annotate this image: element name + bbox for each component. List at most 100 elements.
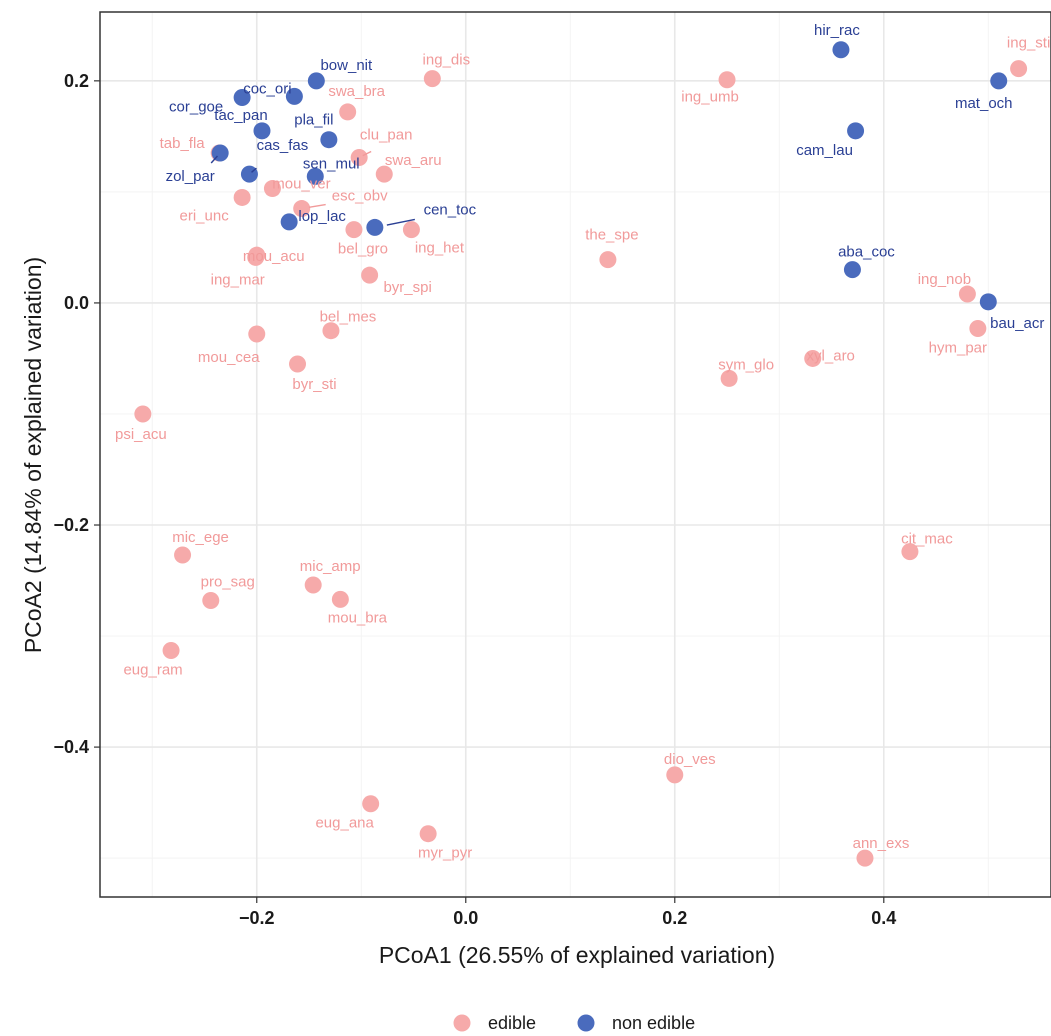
point-label: cor_goe [169, 99, 223, 116]
point-label: coc_ori [243, 80, 291, 97]
point-label: swa_aru [385, 152, 442, 169]
point-label: myr_pyr [418, 845, 472, 862]
data-point [350, 148, 368, 166]
point-label: psi_acu [115, 426, 167, 443]
data-point [375, 165, 393, 183]
legend: edible non edible [453, 1013, 695, 1033]
data-point [307, 72, 325, 90]
data-point [990, 72, 1008, 90]
data-point [402, 221, 420, 239]
data-point [339, 103, 357, 121]
point-label: bel_gro [338, 241, 388, 258]
data-point [320, 131, 338, 149]
point-label: ann_exs [853, 835, 910, 852]
point-label: tac_pan [214, 107, 267, 124]
data-point [1010, 60, 1028, 78]
point-label: the_spe [585, 227, 638, 244]
data-point [285, 87, 303, 105]
point-label: tab_fla [160, 135, 206, 152]
data-point [847, 122, 865, 140]
point-label: mic_ege [172, 529, 229, 546]
point-label: ing_dis [423, 52, 471, 69]
point-label: sen_mul [303, 155, 360, 172]
data-point [202, 592, 220, 610]
point-label: eug_ana [315, 815, 374, 832]
data-point [720, 369, 738, 387]
point-label: clu_pan [360, 126, 413, 143]
x-tick-label: 0.4 [871, 908, 896, 928]
point-label: ing_umb [681, 89, 739, 106]
label-leader-line [362, 150, 372, 157]
point-label: ing_sti [1007, 35, 1050, 52]
label-leader-line [251, 167, 257, 173]
data-point [174, 546, 192, 564]
data-point [247, 248, 265, 266]
data-point [293, 200, 311, 218]
point-label: hym_par [929, 339, 987, 356]
point-label: cam_lau [796, 142, 853, 159]
legend-label: non edible [612, 1013, 695, 1033]
data-point [134, 405, 152, 423]
plot-panel-border [99, 11, 1051, 898]
point-label: dio_ves [664, 751, 716, 768]
data-point [423, 70, 441, 88]
grid-lines [100, 12, 1051, 897]
point-label: cit_mac [901, 531, 953, 548]
point-label: ing_mar [211, 271, 265, 288]
legend-label: edible [488, 1013, 536, 1033]
point-label: byr_sti [292, 376, 336, 393]
data-point [366, 218, 384, 236]
data-point [322, 322, 340, 340]
point-label: lop_lac [298, 208, 346, 225]
data-point [233, 89, 251, 107]
x-tick-label: 0.0 [453, 908, 478, 928]
data-point [804, 349, 822, 367]
point-label: hir_rac [814, 22, 860, 39]
point-label: esc_obv [332, 188, 388, 205]
data-point [362, 795, 380, 813]
y-tick-label: −0.2 [53, 515, 89, 535]
point-label: sym_glo [718, 356, 774, 373]
x-tick-label: 0.2 [662, 908, 687, 928]
data-point [253, 122, 271, 140]
data-point [843, 261, 861, 279]
data-point [361, 266, 379, 284]
point-label: swa_bra [328, 83, 385, 100]
point-label: mou_cea [198, 349, 260, 366]
point-label: byr_spi [383, 279, 431, 296]
data-point [263, 180, 281, 198]
point-labels: ing_dis ing_sti ing_umb swa_bra clu_pan tab_f… [115, 22, 1050, 862]
data-point [306, 167, 324, 185]
x-tick-label: −0.2 [239, 908, 275, 928]
label-leader-line [386, 218, 415, 226]
data-point [832, 41, 850, 59]
y-tick-label: 0.2 [64, 71, 89, 91]
data-point [419, 825, 437, 843]
point-label: bau_acr [990, 315, 1044, 332]
data-point [304, 576, 322, 594]
legend-marker [453, 1014, 471, 1032]
data-point [599, 251, 617, 269]
data-point [233, 188, 251, 206]
point-label: mou_ver [272, 176, 330, 193]
y-tick-label: −0.4 [53, 737, 89, 757]
point-label: ing_het [415, 240, 465, 257]
point-label: mou_acu [243, 248, 305, 265]
data-point [969, 319, 987, 337]
y-axis-title: PCoA2 (14.84% of explained variation) [20, 257, 46, 653]
data-point [289, 355, 307, 373]
point-label: ing_nob [918, 271, 971, 288]
y-tick-label: 0.0 [64, 293, 89, 313]
data-points [134, 41, 1028, 867]
data-point [958, 285, 976, 303]
point-label: eri_unc [180, 207, 230, 224]
axis-ticks: −0.2 0.0 0.2 0.4 0.2 0.0 −0.2 −0.4 [53, 71, 896, 928]
point-label: mat_och [955, 95, 1013, 112]
data-point [718, 71, 736, 89]
data-point [280, 213, 298, 231]
point-label: eug_ram [123, 661, 182, 678]
data-point [856, 849, 874, 867]
data-point [979, 293, 997, 311]
point-label: bow_nit [320, 57, 373, 74]
